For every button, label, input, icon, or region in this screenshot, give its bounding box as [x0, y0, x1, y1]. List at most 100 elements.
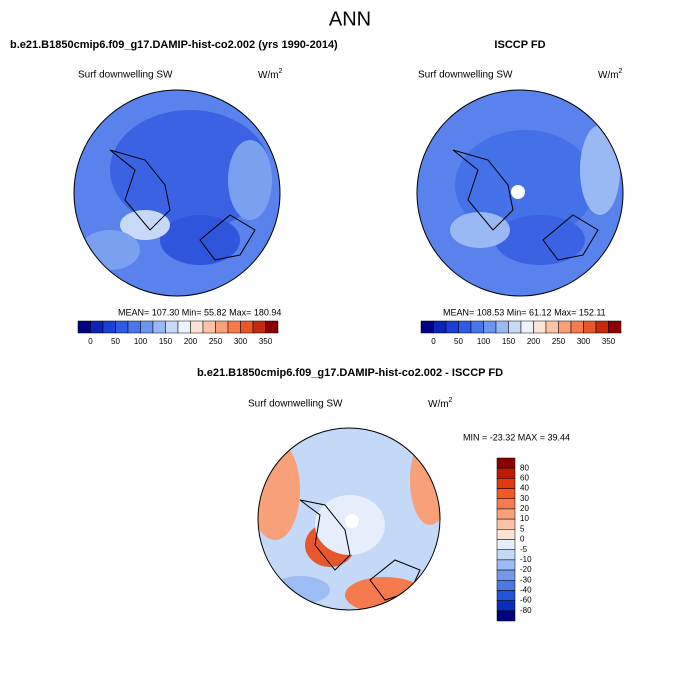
colorbar-box — [496, 457, 516, 469]
panel-title: ISCCP FD — [494, 39, 545, 51]
colorbar-box — [140, 320, 154, 334]
map — [417, 90, 623, 296]
map-border — [73, 89, 281, 297]
colorbar-box — [252, 320, 266, 334]
colorbar-box — [570, 320, 584, 334]
colorbar-box — [215, 320, 229, 334]
colorbar-label: -20 — [520, 565, 532, 574]
colorbar-label: 80 — [520, 463, 529, 472]
colorbar-box — [470, 320, 484, 334]
colorbar-box — [495, 320, 509, 334]
colorbar-box — [102, 320, 116, 334]
colorbar-label: 200 — [527, 337, 541, 346]
map — [258, 428, 440, 610]
colorbar-box — [165, 320, 179, 334]
colorbar-label: 50 — [111, 337, 120, 346]
stats: MIN = -23.32 MAX = 39.44 — [463, 432, 570, 442]
colorbar-box — [496, 529, 516, 540]
units: W/m2 — [428, 397, 453, 410]
colorbar-label: 30 — [520, 494, 529, 503]
colorbar-box — [595, 320, 609, 334]
colorbar-box — [445, 320, 459, 334]
colorbar-label: 150 — [159, 337, 173, 346]
panel-subtitle: Surf downwelling SW — [418, 70, 513, 81]
units-sup: 2 — [279, 68, 283, 75]
colorbar-label: 250 — [552, 337, 566, 346]
colorbar-box — [265, 320, 279, 334]
map — [74, 90, 280, 296]
colorbar-box — [202, 320, 216, 334]
colorbar-box — [496, 580, 516, 591]
colorbar-box — [496, 600, 516, 612]
colorbar-label: 50 — [454, 337, 463, 346]
colorbar-box — [496, 478, 516, 489]
units-base: W/m — [598, 70, 619, 81]
colorbar-box — [545, 320, 559, 334]
colorbar-box — [77, 320, 91, 334]
colorbar: 0 50 100 150 200 250 300 350 — [420, 320, 622, 346]
colorbar-box — [190, 320, 204, 334]
colorbar-label: 100 — [477, 337, 491, 346]
colorbar-label: 0 — [431, 337, 436, 346]
colorbar-box — [496, 569, 516, 581]
stats: MEAN= 107.30 Min= 55.82 Max= 180.94 — [118, 307, 281, 317]
units-sup: 2 — [619, 68, 623, 75]
colorbar-label: 60 — [520, 473, 529, 482]
colorbar-label: -40 — [520, 586, 532, 595]
colorbar-label: 200 — [184, 337, 198, 346]
panel-subtitle: Surf downwelling SW — [248, 399, 343, 410]
colorbar: 0 50 100 150 200 250 300 350 — [77, 320, 279, 346]
colorbar-box — [496, 498, 516, 510]
units: W/m2 — [258, 68, 283, 81]
colorbar-label: 150 — [502, 337, 516, 346]
colorbar-label: 300 — [234, 337, 248, 346]
map-border — [416, 89, 624, 297]
colorbar-box — [520, 320, 534, 334]
map-border — [257, 427, 441, 611]
units-base: W/m — [428, 399, 449, 410]
colorbar-box — [177, 320, 191, 334]
colorbar-label: 10 — [520, 514, 529, 523]
colorbar-box — [227, 320, 241, 334]
colorbar-box — [533, 320, 547, 334]
colorbar-box — [90, 320, 104, 334]
colorbar-box — [608, 320, 622, 334]
colorbar-label: -5 — [520, 545, 528, 554]
stats: MEAN= 108.53 Min= 61.12 Max= 152.11 — [443, 307, 606, 317]
colorbar-box — [420, 320, 434, 334]
colorbar-label: 100 — [134, 337, 148, 346]
colorbar-box — [496, 610, 516, 622]
colorbar-label: -30 — [520, 575, 532, 584]
colorbar-label: 40 — [520, 484, 529, 493]
colorbar-label: -60 — [520, 596, 532, 605]
colorbar-label: 300 — [577, 337, 591, 346]
colorbar-label: 250 — [209, 337, 223, 346]
colorbar-label: 0 — [520, 535, 525, 544]
colorbar-label: 0 — [88, 337, 93, 346]
units-base: W/m — [258, 70, 279, 81]
colorbar-box — [483, 320, 497, 334]
colorbar-box — [496, 590, 516, 601]
colorbar-box — [558, 320, 572, 334]
colorbar-label: -80 — [520, 606, 532, 615]
colorbar-label: 20 — [520, 504, 529, 513]
colorbar-box — [496, 467, 516, 479]
colorbar-label: 5 — [520, 524, 525, 533]
colorbar-box — [240, 320, 254, 334]
units-sup: 2 — [449, 397, 453, 404]
panel-title: b.e21.B1850cmip6.f09_g17.DAMIP-hist-co2.… — [10, 39, 338, 51]
colorbar-label: 350 — [602, 337, 616, 346]
colorbar-box — [127, 320, 141, 334]
panel-subtitle: Surf downwelling SW — [78, 70, 173, 81]
colorbar-box — [496, 539, 516, 550]
colorbar-box — [496, 549, 516, 561]
colorbar-box — [508, 320, 522, 334]
colorbar-box — [152, 320, 166, 334]
colorbar-box — [115, 320, 129, 334]
colorbar-box — [433, 320, 447, 334]
colorbar-label: 350 — [259, 337, 273, 346]
units: W/m2 — [598, 68, 623, 81]
colorbar-box — [496, 508, 516, 520]
